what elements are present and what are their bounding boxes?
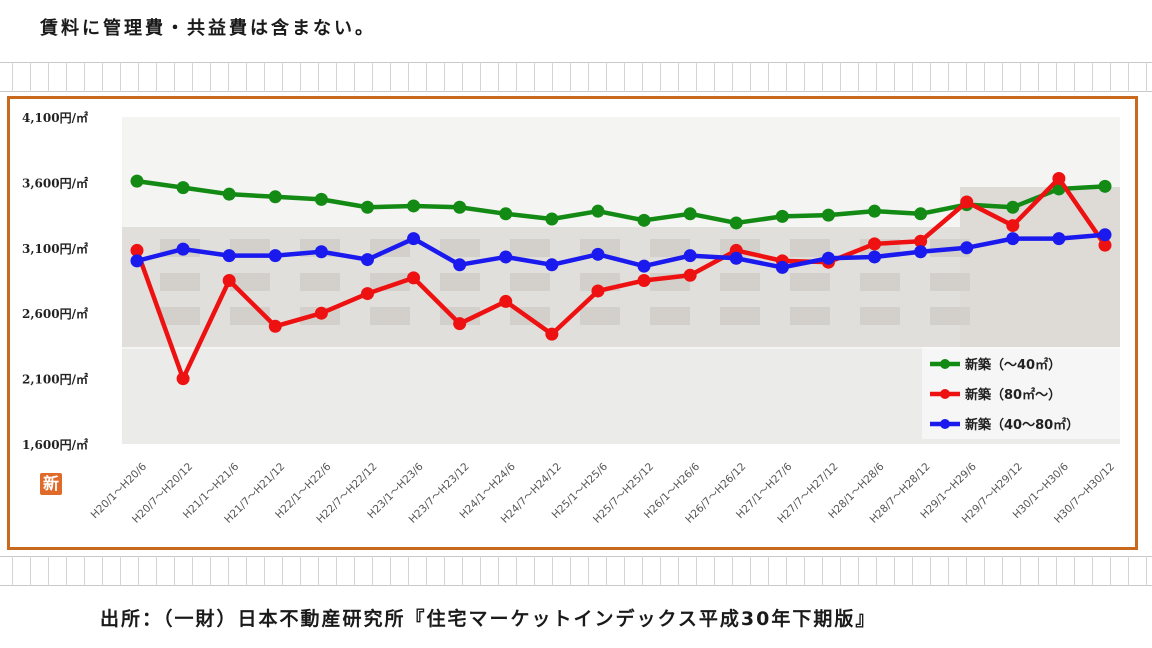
y-tick-label: 2,600円/㎡: [22, 306, 88, 321]
data-point: [683, 207, 697, 221]
data-point: [314, 192, 328, 206]
data-point: [1052, 171, 1066, 185]
data-point: [545, 212, 559, 226]
series-1: [130, 174, 1112, 230]
data-point: [637, 274, 651, 287]
series-line: [136, 232, 1106, 270]
chart-frame: 1,600円/㎡ 2,100円/㎡ 2,600円/㎡ 3,100円/㎡ 3,600円/㎡…: [7, 96, 1138, 550]
data-point: [453, 258, 467, 272]
data-point: [407, 199, 421, 213]
series-2: [130, 171, 1112, 386]
data-point: [868, 204, 882, 218]
data-point: [637, 213, 651, 227]
data-point: [176, 181, 190, 195]
data-point: [683, 249, 697, 263]
data-point: [868, 250, 882, 264]
data-point: [268, 190, 282, 204]
data-point: [914, 207, 928, 221]
data-point: [453, 200, 467, 214]
data-point: [222, 249, 236, 263]
data-point: [499, 250, 513, 264]
legend-label: 新築（80㎡～）: [965, 387, 1061, 403]
legend-swatch-marker: [940, 389, 950, 399]
data-point: [591, 247, 605, 261]
data-point: [130, 174, 144, 188]
source-citation: 出所：（一財）日本不動産研究所『住宅マーケットインデックス平成30年下期版』: [100, 608, 877, 630]
grid-band-top: [0, 62, 1152, 92]
data-point: [499, 207, 513, 221]
data-point: [914, 245, 928, 259]
data-point: [407, 271, 421, 285]
data-point: [821, 251, 835, 265]
data-point: [1052, 232, 1066, 246]
data-point: [268, 319, 282, 333]
data-point: [1006, 232, 1020, 246]
data-point: [1006, 200, 1020, 214]
data-point: [591, 284, 605, 298]
data-point: [176, 372, 190, 386]
data-point: [914, 234, 928, 248]
line-chart: 1,600円/㎡ 2,100円/㎡ 2,600円/㎡ 3,100円/㎡ 3,600円/㎡…: [22, 110, 1127, 526]
rent-note: 賃料に管理費・共益費は含まない。: [40, 18, 376, 39]
data-point: [314, 306, 328, 320]
legend-label: 新築（40～80㎡）: [965, 417, 1079, 433]
data-point: [222, 274, 236, 287]
data-point: [453, 317, 467, 331]
data-point: [683, 268, 697, 282]
series-line: [134, 176, 1107, 381]
data-point: [960, 241, 974, 255]
grid-band-bottom: [0, 556, 1152, 586]
series-line: [136, 178, 1106, 226]
data-point: [130, 254, 144, 268]
y-tick-label: 1,600円/㎡: [22, 437, 88, 452]
data-point: [1098, 179, 1112, 193]
data-point: [591, 204, 605, 218]
legend-label: 新築（～40㎡）: [965, 357, 1061, 373]
data-point: [360, 287, 374, 301]
data-point: [729, 216, 743, 230]
data-point: [268, 249, 282, 263]
data-point: [775, 209, 789, 223]
data-point: [360, 253, 374, 267]
data-point: [360, 200, 374, 214]
data-point: [499, 294, 513, 308]
y-tick-label: 3,600円/㎡: [22, 175, 88, 190]
logo-mark: 新: [40, 473, 62, 495]
data-point: [960, 195, 974, 209]
data-point: [314, 245, 328, 259]
data-point: [176, 242, 190, 256]
legend-swatch-marker: [940, 419, 950, 429]
data-point: [637, 259, 651, 273]
legend: 新築（～40㎡） 新築（80㎡～） 新築（40～80㎡）: [922, 347, 1127, 439]
data-point: [222, 187, 236, 201]
legend-swatch-marker: [940, 359, 950, 369]
data-point: [775, 260, 789, 274]
data-point: [868, 237, 882, 251]
y-tick-label: 3,100円/㎡: [22, 241, 88, 256]
data-point: [545, 327, 559, 341]
data-point: [821, 208, 835, 222]
data-point: [545, 258, 559, 272]
data-point: [1098, 238, 1112, 252]
data-point: [1006, 219, 1020, 233]
y-tick-label: 2,100円/㎡: [22, 372, 88, 387]
data-point: [407, 232, 421, 246]
y-tick-label: 4,100円/㎡: [22, 110, 88, 125]
series-3: [130, 228, 1112, 274]
data-point: [130, 243, 144, 257]
data-point: [729, 251, 743, 265]
data-point: [1098, 228, 1112, 242]
